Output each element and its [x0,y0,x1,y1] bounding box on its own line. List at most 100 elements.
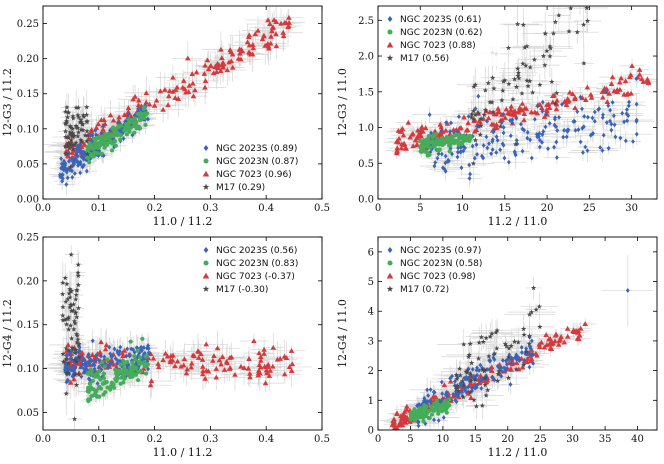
data-point-ngc7023 [261,350,267,356]
data-point-ngc7023 [270,24,277,30]
data-point-ngc2023n [127,129,132,134]
x-tick-label: 5 [417,203,423,214]
data-point-ngc7023 [250,45,257,51]
data-point-ngc2023n [131,120,136,125]
data-point-ngc7023 [145,355,152,361]
data-point-ngc2023s [84,366,89,372]
data-point-m17 [76,114,82,120]
data-point-ngc2023s [450,151,454,157]
data-point-ngc7023 [396,135,402,141]
data-point-ngc7023 [419,124,425,130]
data-point-m17 [78,117,84,123]
data-point-ngc2023s [81,154,86,160]
data-point-ngc2023n [427,152,432,157]
data-point-ngc7023 [640,79,647,84]
data-point-ngc7023 [541,113,548,119]
legend-marker-m17 [202,183,210,190]
data-point-ngc7023 [208,63,214,69]
data-point-ngc2023n [116,125,121,130]
data-point-ngc2023s [113,356,118,362]
data-point-ngc2023s [537,137,542,143]
data-point-ngc7023 [261,346,267,352]
data-point-ngc2023s [130,132,135,138]
data-point-ngc2023n [145,111,150,116]
data-point-ngc2023n [461,136,466,141]
data-point-ngc7023 [572,105,578,111]
data-point-ngc2023n [108,139,113,144]
data-point-ngc2023s [601,132,606,138]
data-point-m17 [547,43,553,49]
data-point-ngc7023 [285,23,292,29]
data-point-m17 [512,141,519,147]
data-point-ngc2023n [457,141,462,146]
data-point-m17 [70,134,76,140]
data-point-ngc2023s [77,149,82,154]
data-markers [58,14,292,187]
data-point-ngc2023s [84,168,89,174]
data-point-m17 [490,75,496,81]
data-point-ngc2023s [474,142,479,148]
data-point-ngc2023n [432,144,437,149]
legend-label-ngc2023s: NGC 2023S (0.89) [216,144,297,154]
data-point-ngc2023s [476,93,481,99]
data-point-ngc7023 [265,45,272,51]
data-point-ngc7023 [160,357,166,363]
data-point-ngc7023 [247,370,253,376]
data-point-ngc7023 [257,364,264,370]
data-point-ngc7023 [267,40,274,46]
data-point-ngc2023n [435,148,440,153]
data-point-ngc2023s [475,123,480,129]
data-point-ngc7023 [258,354,264,360]
data-point-ngc7023 [263,367,270,373]
data-point-ngc2023s [485,118,489,124]
data-point-ngc2023s [135,345,140,351]
chart-panel-1: 0.0 0.1 0.2 0.3 0.4 0.5 0.00 0.05 0.10 0.15 0.20 0.… [1,5,330,228]
data-point-ngc2023s [519,121,523,127]
data-point-ngc7023 [553,106,560,112]
data-point-ngc7023 [213,69,220,75]
data-point-m17 [516,75,522,81]
data-point-ngc2023s [608,107,613,113]
data-point-ngc2023s [101,123,106,129]
data-point-ngc2023s [443,153,448,159]
data-point-ngc7023 [196,348,202,354]
data-point-m17 [78,126,84,132]
data-point-ngc2023s [611,113,616,119]
data-point-ngc2023n [85,149,90,154]
data-point-ngc2023s [138,106,143,112]
data-point-ngc2023s [467,162,472,168]
legend-marker-ngc2023n [203,158,209,164]
data-point-ngc7023 [393,138,400,144]
data-point-ngc2023s [600,148,605,153]
data-point-m17 [550,30,557,36]
data-point-ngc2023s [444,120,449,125]
data-point-ngc2023n [428,145,433,150]
data-point-m17 [581,60,587,66]
data-point-ngc7023 [250,42,256,47]
data-point-ngc2023s [514,138,519,143]
data-point-ngc7023 [229,51,236,57]
data-point-ngc7023 [273,31,279,37]
data-point-ngc7023 [258,357,264,363]
legend-marker-ngc7023 [202,170,210,177]
data-point-ngc2023n [134,123,139,128]
data-point-ngc7023 [213,366,220,371]
data-point-m17 [75,112,81,118]
data-point-ngc7023 [78,349,84,355]
data-point-m17 [574,29,580,35]
data-point-ngc7023 [398,145,405,151]
data-point-m17 [527,78,533,84]
data-point-ngc7023 [432,128,438,134]
data-point-m17 [515,65,521,71]
data-point-ngc7023 [394,150,400,156]
data-point-ngc7023 [204,57,211,63]
data-point-ngc2023s [427,112,432,118]
data-point-ngc2023n [457,135,462,140]
data-point-m17 [78,138,84,144]
data-point-ngc7023 [629,63,635,68]
data-point-m17 [540,53,547,59]
data-point-m17 [500,87,506,93]
data-point-ngc2023n [111,133,116,139]
data-point-ngc2023s [481,143,486,148]
data-point-ngc2023s [566,127,571,133]
